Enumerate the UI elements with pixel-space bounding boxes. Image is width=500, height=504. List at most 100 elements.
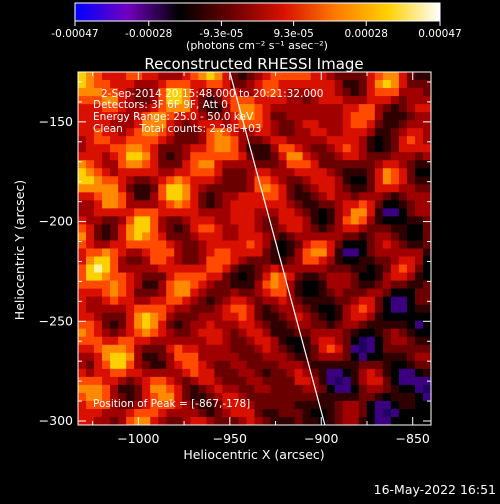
heatmap-cell [350, 248, 360, 258]
heatmap-cell [270, 264, 280, 274]
heatmap-cell [134, 192, 143, 201]
heatmap-cell [230, 224, 240, 234]
heatmap-cell [150, 384, 159, 394]
heatmap-cell [166, 120, 175, 129]
heatmap-cell [214, 328, 224, 338]
heatmap-cell [238, 256, 248, 266]
heatmap-cell [382, 312, 392, 322]
heatmap-cell [134, 184, 143, 193]
heatmap-cell [238, 96, 248, 105]
colorbar [75, 3, 440, 21]
heatmap-cell [214, 216, 224, 226]
heatmap-cell [94, 264, 103, 274]
heatmap-cell [342, 320, 352, 330]
heatmap-cell [422, 312, 431, 322]
heatmap-cell [286, 144, 296, 153]
heatmap-cell [406, 400, 416, 410]
heatmap-cell [142, 144, 151, 153]
heatmap-cell [342, 408, 352, 418]
heatmap-cell [182, 72, 191, 81]
heatmap-cell [366, 376, 376, 386]
heatmap-cell [182, 416, 191, 425]
heatmap-cell [230, 216, 240, 226]
heatmap-cell [414, 160, 424, 169]
heatmap-cell [126, 384, 135, 394]
heatmap-cell [134, 232, 143, 242]
heatmap-cell [174, 232, 183, 242]
heatmap-cell [94, 336, 103, 346]
heatmap-cell [126, 408, 135, 418]
heatmap-cell [134, 104, 143, 113]
heatmap-cell [302, 304, 312, 314]
heatmap-cell [374, 88, 384, 97]
heatmap-cell [310, 392, 320, 402]
heatmap-cell [342, 328, 352, 338]
heatmap-cell [94, 72, 103, 81]
axis-ticks: −1000 −950 −900 −850−150−200−250−300 [39, 72, 431, 446]
heatmap-cell [222, 144, 232, 153]
heatmap-cell [254, 368, 264, 378]
heatmap-cell [198, 408, 207, 418]
heatmap-cell [142, 224, 151, 234]
heatmap-cell [158, 184, 167, 193]
heatmap-cell [126, 216, 135, 226]
heatmap-cell [310, 312, 320, 322]
heatmap-cell [254, 376, 264, 386]
heatmap-cell [406, 368, 416, 378]
heatmap-cell [214, 120, 224, 129]
heatmap-cell [326, 304, 336, 314]
heatmap-cell [94, 104, 103, 113]
heatmap-cell [126, 280, 135, 290]
heatmap-cell [262, 112, 272, 121]
heatmap-cell [134, 312, 143, 322]
heatmap-cell [294, 240, 304, 250]
heatmap-cell [302, 88, 312, 97]
heatmap-cell [334, 72, 344, 81]
heatmap-cell [230, 128, 240, 137]
heatmap-cell [286, 136, 296, 145]
heatmap-cell [166, 384, 175, 394]
heatmap-cell [254, 264, 264, 274]
heatmap-cell [126, 344, 135, 354]
heatmap-cell [166, 336, 175, 346]
colorbar-tick-label: -0.00028 [125, 28, 172, 40]
heatmap-cell [102, 96, 111, 105]
heatmap-cell [374, 192, 384, 201]
heatmap-cell [230, 176, 240, 185]
heatmap-cell [398, 360, 408, 370]
heatmap-cell [230, 384, 240, 394]
heatmap-cell [118, 240, 127, 250]
heatmap-cell [142, 72, 151, 81]
heatmap-cell [350, 224, 360, 234]
heatmap-cell [238, 296, 248, 306]
heatmap-cell [278, 344, 288, 354]
heatmap-cell [302, 128, 312, 137]
heatmap-cell [366, 112, 376, 121]
heatmap-cell [310, 360, 320, 370]
heatmap-cell [254, 112, 264, 121]
heatmap-cell [134, 136, 143, 145]
heatmap-cell [366, 248, 376, 258]
y-tick-label: −250 [39, 313, 73, 328]
heatmap-cell [262, 192, 272, 201]
colorbar-frame [74, 2, 441, 22]
heatmap-cell [382, 184, 392, 193]
heatmap-cell [158, 120, 167, 129]
heatmap-cell [206, 80, 215, 89]
heatmap-cell [118, 232, 127, 242]
heatmap-cell [374, 344, 384, 354]
heatmap-cell [158, 256, 167, 266]
heatmap-cell [86, 240, 95, 250]
heatmap-cell [270, 288, 280, 298]
heatmap-cell [318, 152, 328, 161]
heatmap-cell [390, 168, 400, 177]
heatmap-cell [110, 216, 119, 226]
heatmap-cell [118, 400, 127, 410]
heatmap-cell [422, 184, 431, 193]
heatmap-cell [382, 112, 392, 121]
heatmap-cell [166, 232, 175, 242]
heatmap-cell [398, 288, 408, 298]
heatmap-cell [358, 416, 368, 425]
heatmap-cell [294, 384, 304, 394]
heatmap-cell [78, 96, 87, 105]
